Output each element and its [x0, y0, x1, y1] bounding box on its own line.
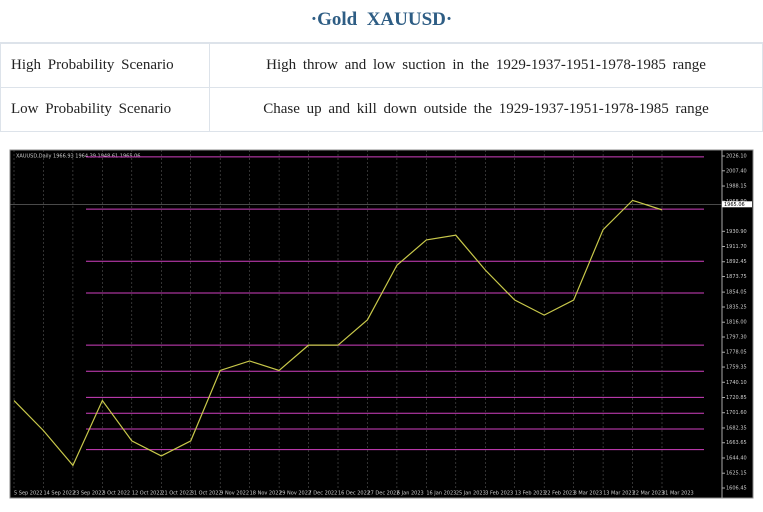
x-tick-label: 22 Feb 2023	[544, 491, 575, 497]
x-tick-label: 22 Mar 2023	[633, 491, 665, 497]
row: High Probability Scenario High throw and …	[0, 43, 763, 88]
close-line	[13, 199, 663, 467]
y-tick-label: 1873.75	[726, 274, 747, 280]
chart-panel	[9, 149, 754, 499]
y-tick-label: 1720.85	[726, 395, 747, 401]
x-tick-label: 6 Jan 2023	[397, 491, 424, 497]
y-tick-label: 1778.05	[726, 350, 747, 356]
y-tick-label: 1625.15	[726, 471, 747, 477]
y-tick-label: 1759.35	[726, 365, 747, 371]
x-tick-label: 12 Oct 2022	[132, 491, 163, 497]
chart-title: XAUUSD,Daily 1966.93 1964.39 1948.61 196…	[16, 154, 141, 160]
y-tick-label: 1892.45	[726, 259, 747, 265]
cell: Low Probability Scenario	[0, 87, 210, 132]
x-tick-label: 25 Jan 2023	[456, 491, 486, 497]
title: ·Gold XAUUSD·	[0, 0, 763, 43]
cell: High Probability Scenario	[0, 43, 210, 88]
y-tick-label: 1740.10	[726, 380, 747, 386]
y-tick-label: 1835.25	[726, 304, 747, 310]
y-tick-label: 1930.90	[726, 229, 747, 235]
x-tick-label: 13 Feb 2023	[515, 491, 546, 497]
current-price-label: 1965.06	[724, 202, 745, 208]
y-tick-label: 1606.45	[726, 486, 747, 492]
row: Low Probability Scenario Chase up and kil…	[0, 87, 763, 132]
y-tick-label: 1797.30	[726, 335, 747, 341]
x-tick-label: 3 Feb 2023	[485, 491, 513, 497]
x-tick-label: 31 Oct 2022	[191, 491, 222, 497]
x-tick-label: 18 Nov 2022	[250, 491, 282, 497]
x-tick-label: 5 Sep 2022	[14, 491, 43, 497]
x-tick-label: 3 Oct 2022	[102, 491, 130, 497]
y-tick-label: 1854.05	[726, 290, 747, 296]
y-tick-label: 1816.00	[726, 320, 747, 326]
y-tick-label: 2007.40	[726, 168, 747, 174]
y-tick-label: 1911.70	[726, 244, 747, 250]
cell: Chase up and kill down outside the 1929-…	[209, 87, 763, 132]
x-tick-label: 13 Mar 2023	[603, 491, 635, 497]
x-tick-label: 21 Oct 2022	[161, 491, 192, 497]
y-tick-label: 1682.35	[726, 425, 747, 431]
scenario-table: High Probability Scenario High throw and …	[0, 43, 763, 132]
chart: XAUUSD,Daily 1966.93 1964.39 1948.61 196…	[9, 149, 754, 499]
x-tick-label: 16 Dec 2022	[338, 491, 370, 497]
x-tick-label: 23 Sep 2022	[73, 491, 105, 497]
x-tick-label: 9 Nov 2022	[220, 491, 249, 497]
x-tick-label: 29 Nov 2022	[279, 491, 311, 497]
y-tick-label: 1701.60	[726, 410, 747, 416]
x-tick-label: 3 Mar 2023	[574, 491, 603, 497]
current-price-box	[722, 201, 752, 208]
y-tick-label: 1988.15	[726, 184, 747, 190]
y-tick-label: 1663.65	[726, 440, 747, 446]
cell: High throw and low suction in the 1929-1…	[209, 43, 763, 88]
x-tick-label: 27 Dec 2022	[367, 491, 399, 497]
y-tick-label: 2026.10	[726, 154, 747, 160]
y-tick-label: 1644.40	[726, 455, 747, 461]
x-tick-label: 14 Sep 2022	[43, 491, 75, 497]
x-tick-label: 7 Dec 2022	[309, 491, 338, 497]
x-tick-label: 16 Jan 2023	[426, 491, 456, 497]
x-tick-label: 31 Mar 2023	[662, 491, 694, 497]
